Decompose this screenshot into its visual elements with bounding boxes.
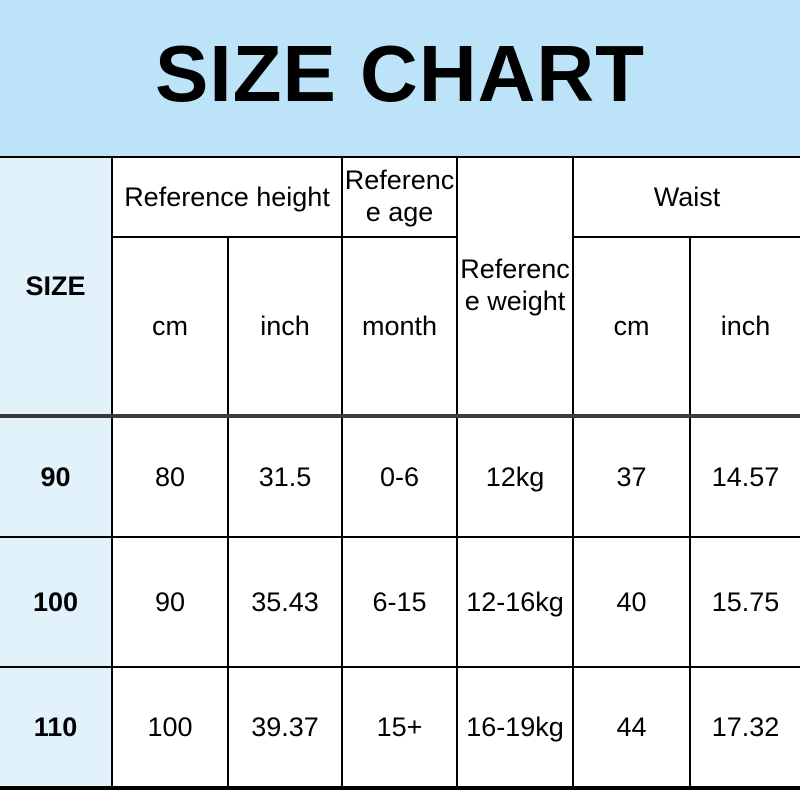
subheader-height-cm: cm: [111, 236, 229, 417]
col-header-size: SIZE: [0, 156, 113, 417]
data-cell: 15+: [341, 666, 459, 790]
data-cell: 31.5: [226, 414, 344, 538]
header-group-row: SIZE Reference height Referenc e age Ref…: [0, 156, 800, 417]
data-cell: 12-16kg: [456, 536, 575, 668]
group-header-waist: Waist: [572, 156, 800, 238]
data-cell: 12kg: [456, 414, 575, 538]
size-cell: 90: [0, 414, 113, 538]
data-cell: 17.32: [689, 666, 800, 790]
subheader-waist-inch: inch: [689, 236, 800, 417]
data-cell: 14.57: [689, 414, 800, 538]
data-cell: 80: [111, 414, 229, 538]
table-row: 110 100 39.37 15+ 16-19kg 44 17.32: [0, 666, 800, 790]
subheader-waist-cm: cm: [572, 236, 692, 417]
group-header-reference-height: Reference height: [110, 156, 344, 238]
group-header-reference-age: Referenc e age: [341, 156, 459, 238]
data-cell: 44: [572, 666, 692, 790]
data-cell: 0-6: [341, 414, 459, 538]
data-cell: 15.75: [689, 536, 800, 668]
header-sub-row: cm inch month cm inch: [0, 236, 800, 417]
table-row: 90 80 31.5 0-6 12kg 37 14.57: [0, 414, 800, 538]
title-banner: SIZE CHART: [0, 0, 800, 156]
data-cell: 37: [572, 414, 692, 538]
data-cell: 35.43: [226, 536, 344, 668]
size-cell: 110: [0, 666, 113, 790]
size-cell: 100: [0, 536, 113, 668]
group-header-reference-weight: Referenc e weight: [456, 156, 575, 417]
page-title: SIZE CHART: [155, 29, 645, 118]
size-chart-table: SIZE Reference height Referenc e age Ref…: [0, 156, 800, 790]
data-cell: 39.37: [226, 666, 344, 790]
data-cell: 90: [111, 536, 229, 668]
data-cell: 16-19kg: [456, 666, 575, 790]
subheader-age-month: month: [341, 236, 459, 417]
subheader-height-inch: inch: [226, 236, 344, 417]
table-row: 100 90 35.43 6-15 12-16kg 40 15.75: [0, 536, 800, 668]
data-cell: 100: [111, 666, 229, 790]
data-cell: 6-15: [341, 536, 459, 668]
data-cell: 40: [572, 536, 692, 668]
